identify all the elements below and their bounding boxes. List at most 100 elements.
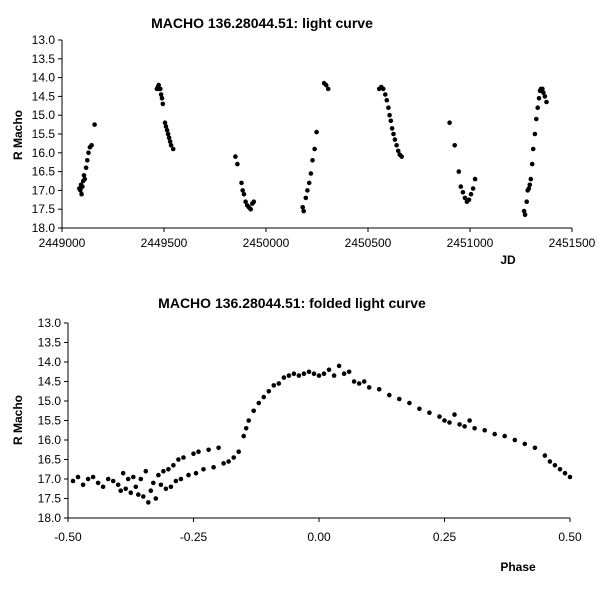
data-point xyxy=(397,396,402,402)
data-point xyxy=(201,467,206,472)
data-point xyxy=(75,474,81,480)
data-point xyxy=(552,463,558,468)
data-point xyxy=(281,375,287,380)
data-point xyxy=(153,496,159,501)
data-point xyxy=(163,486,169,492)
y-tick-label: 16.5 xyxy=(32,165,56,179)
data-point xyxy=(417,406,422,412)
data-point xyxy=(170,146,176,152)
data-point xyxy=(276,381,282,386)
data-point xyxy=(542,453,548,458)
y-axis-label: R Macho xyxy=(11,395,25,445)
data-point xyxy=(452,412,457,417)
y-tick-label: 14.5 xyxy=(38,375,62,389)
data-point xyxy=(482,428,488,433)
data-point xyxy=(547,459,553,464)
y-tick-label: 16.5 xyxy=(38,453,62,467)
data-point xyxy=(311,371,317,377)
data-point xyxy=(527,182,533,188)
y-tick-label: 13.5 xyxy=(32,52,56,66)
data-point xyxy=(306,369,312,375)
data-point xyxy=(557,467,563,472)
data-point xyxy=(437,414,442,419)
data-point xyxy=(163,124,169,129)
data-point xyxy=(384,97,390,103)
data-point xyxy=(158,482,164,488)
y-tick-label: 14.0 xyxy=(32,71,56,85)
data-point xyxy=(296,373,302,378)
data-point xyxy=(251,199,257,204)
data-point xyxy=(146,500,151,505)
y-tick-label: 14.0 xyxy=(38,355,62,369)
data-point xyxy=(166,467,171,472)
x-tick-label: 2451000 xyxy=(447,236,494,250)
data-point xyxy=(301,208,307,214)
data-point xyxy=(323,82,329,88)
data-point xyxy=(366,385,372,390)
data-point xyxy=(240,188,245,193)
data-point xyxy=(206,447,211,453)
data-point xyxy=(447,420,452,425)
data-point xyxy=(472,426,477,431)
data-point xyxy=(176,457,181,462)
data-point xyxy=(90,474,96,480)
data-point xyxy=(462,195,468,201)
data-point xyxy=(168,143,174,148)
data-point xyxy=(271,383,277,388)
data-point xyxy=(173,478,179,484)
data-point xyxy=(386,105,391,110)
data-point xyxy=(300,205,306,210)
data-point xyxy=(243,199,248,204)
x-tick-label: 2450500 xyxy=(345,236,392,250)
data-point xyxy=(92,122,97,127)
data-point xyxy=(239,180,244,186)
data-point xyxy=(193,470,199,476)
data-point xyxy=(164,127,170,133)
data-point xyxy=(541,90,546,95)
x-axis-label: JD xyxy=(500,253,516,267)
data-point xyxy=(387,392,392,398)
data-point xyxy=(246,418,251,423)
data-point xyxy=(466,197,472,203)
data-point xyxy=(462,424,467,429)
data-point xyxy=(306,180,312,186)
data-point xyxy=(221,461,226,466)
data-point xyxy=(141,494,146,499)
data-point xyxy=(118,488,123,494)
data-point xyxy=(125,476,131,482)
x-tick-label: 2450000 xyxy=(243,236,290,250)
data-point xyxy=(115,482,121,488)
data-point xyxy=(536,96,542,101)
data-point xyxy=(326,367,332,373)
data-point xyxy=(532,445,538,451)
data-point xyxy=(472,176,478,182)
data-point xyxy=(160,101,166,107)
data-point xyxy=(251,408,256,414)
data-point xyxy=(133,484,139,490)
data-point xyxy=(181,455,186,460)
data-point xyxy=(110,478,116,484)
data-point xyxy=(167,139,173,144)
data-point xyxy=(542,94,548,99)
data-point xyxy=(235,161,240,167)
data-point xyxy=(82,176,88,182)
data-point xyxy=(388,118,394,124)
data-point xyxy=(233,154,238,159)
y-tick-label: 15.0 xyxy=(38,394,62,408)
data-point xyxy=(399,154,405,159)
x-axis-label: Phase xyxy=(500,560,536,574)
data-point xyxy=(341,371,347,377)
data-point xyxy=(529,161,535,167)
data-point xyxy=(361,379,367,384)
data-point xyxy=(305,188,310,193)
data-point xyxy=(316,373,322,378)
data-point xyxy=(80,482,86,488)
data-point xyxy=(468,191,474,197)
data-point xyxy=(331,373,337,378)
data-point xyxy=(226,459,231,464)
y-tick-label: 15.5 xyxy=(32,127,56,141)
data-point xyxy=(312,146,317,152)
data-point xyxy=(120,470,126,476)
y-tick-label: 17.0 xyxy=(32,183,56,197)
x-tick-label: 2449500 xyxy=(141,236,188,250)
